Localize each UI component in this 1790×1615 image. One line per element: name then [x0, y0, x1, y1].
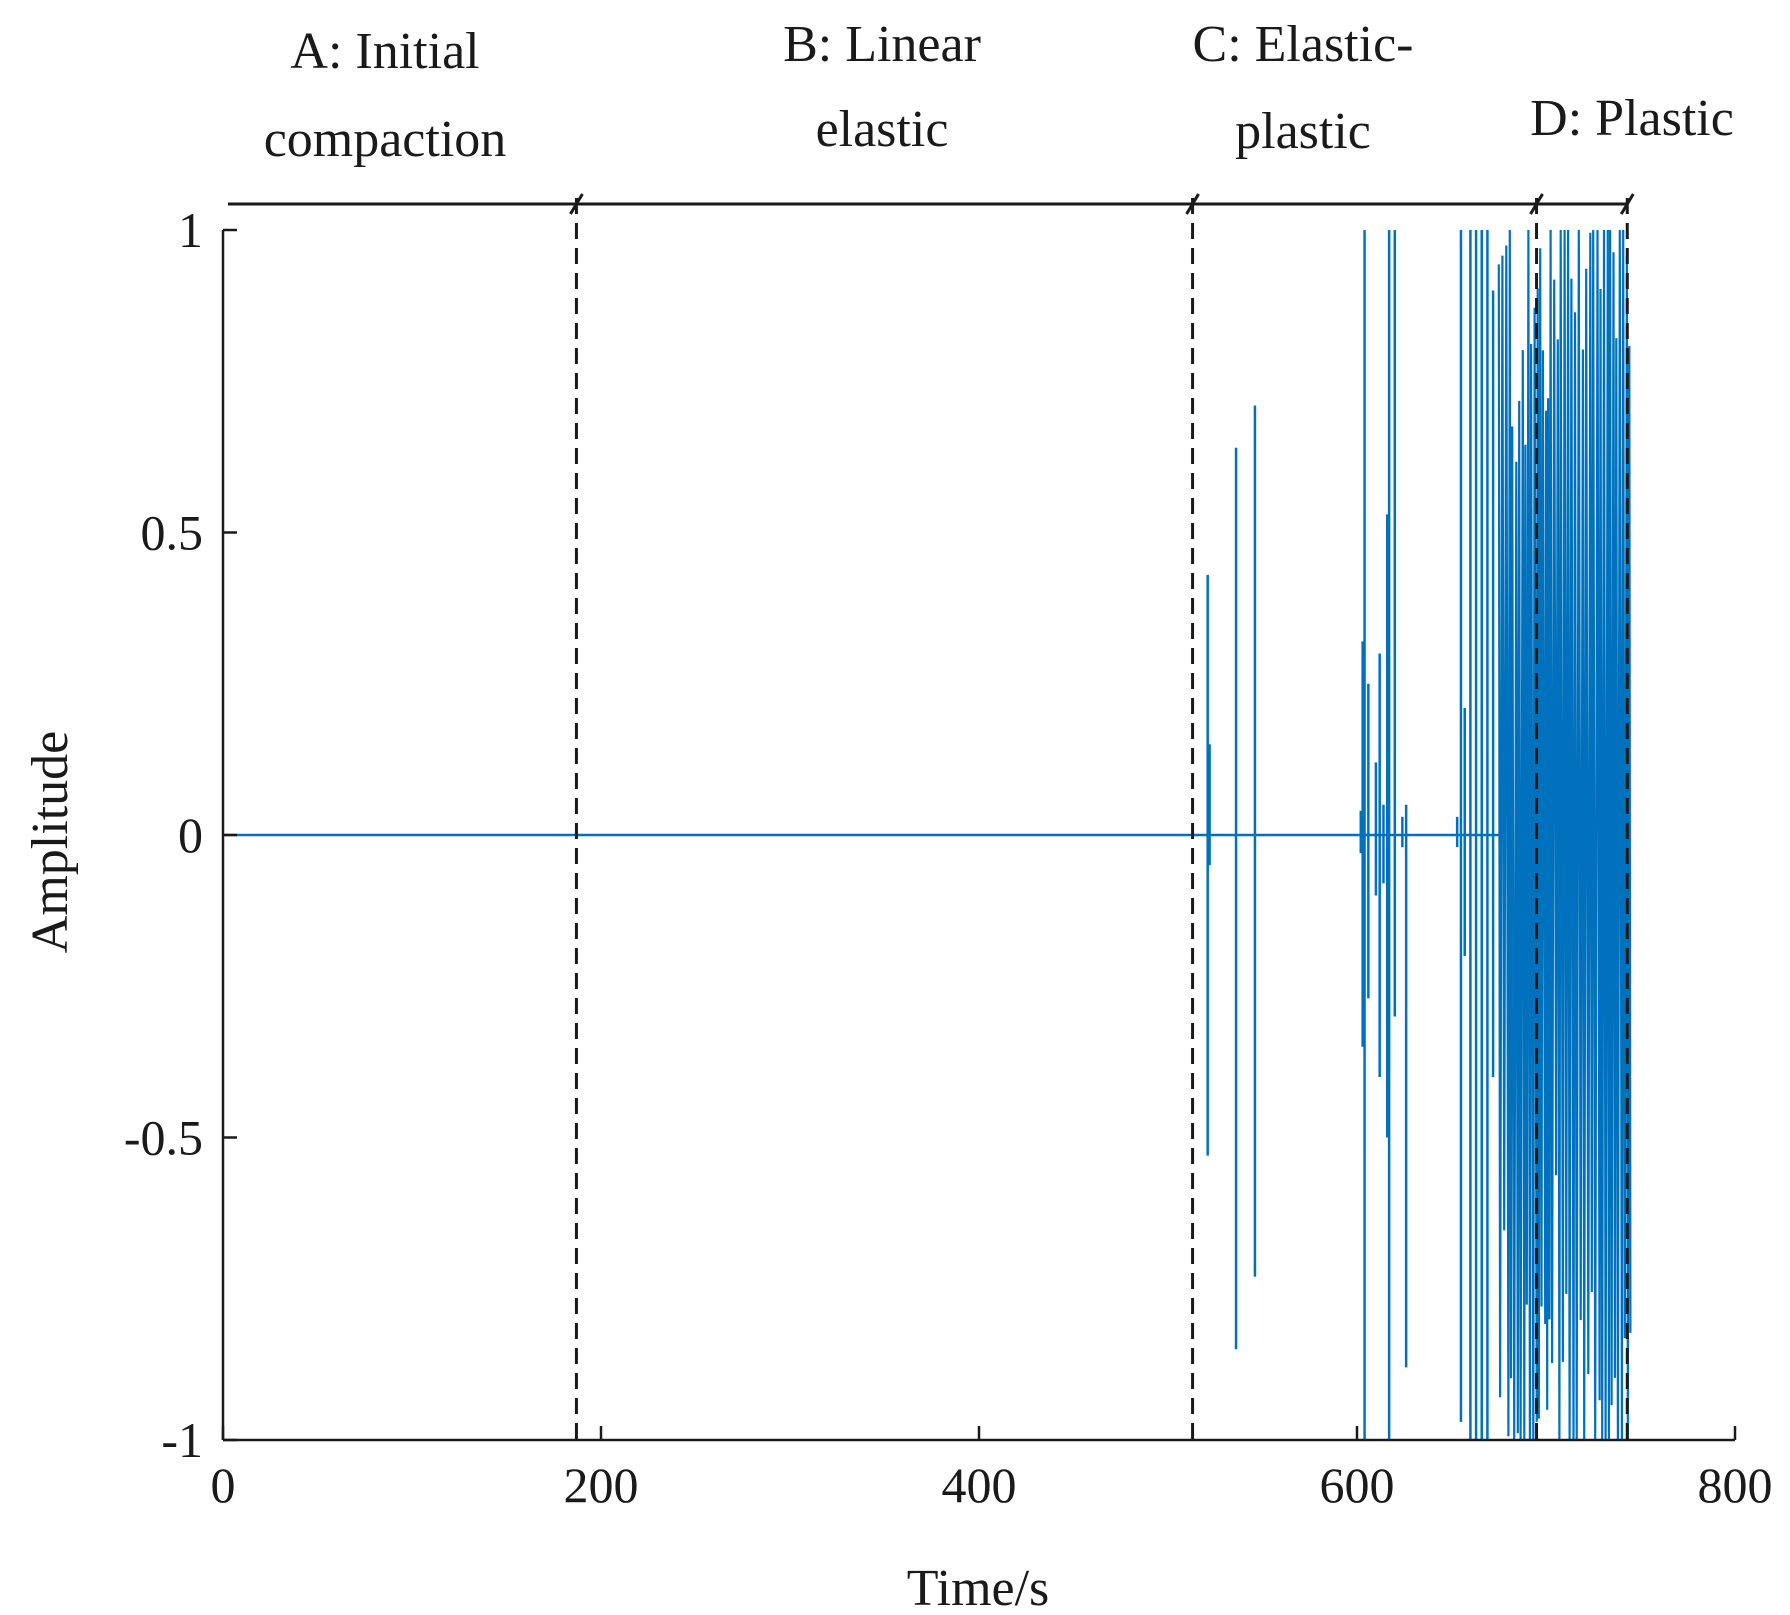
- x-tick-label: 0: [211, 1457, 236, 1513]
- y-tick-label: 0: [178, 807, 203, 863]
- axes: 0 200 400 600 800 -1 -0.5 0 0.5 1: [124, 202, 1773, 1513]
- stage-label-b-line1: B: Linear: [783, 16, 981, 73]
- y-axis-title: Amplitude: [22, 731, 79, 953]
- y-tick-label: -1: [161, 1412, 203, 1468]
- y-tick-label: -0.5: [124, 1110, 203, 1166]
- x-tick-label: 600: [1320, 1457, 1395, 1513]
- series-dense-oscillation: [1497, 229, 1632, 1441]
- stage-annotations: A: Initial compaction B: Linear elastic C: E…: [228, 16, 1734, 215]
- x-tick-label: 400: [942, 1457, 1017, 1513]
- y-tick-label: 0.5: [141, 505, 204, 561]
- stage-boundaries: [574, 198, 1629, 1440]
- x-axis-title: Time/s: [907, 1560, 1050, 1615]
- x-tick-label: 200: [564, 1457, 639, 1513]
- stage-label-a-line1: A: Initial: [290, 23, 479, 80]
- series-amplitude: [223, 229, 1632, 1441]
- x-tick-label: 800: [1698, 1457, 1773, 1513]
- stage-label-a-line2: compaction: [264, 111, 507, 168]
- stage-label-d-line1: D: Plastic: [1530, 90, 1734, 147]
- stage-label-c-line2: plastic: [1235, 103, 1371, 160]
- stage-label-b-line2: elastic: [816, 101, 949, 158]
- stage-label-c-line1: C: Elastic-: [1193, 16, 1414, 73]
- y-tick-label: 1: [178, 202, 203, 258]
